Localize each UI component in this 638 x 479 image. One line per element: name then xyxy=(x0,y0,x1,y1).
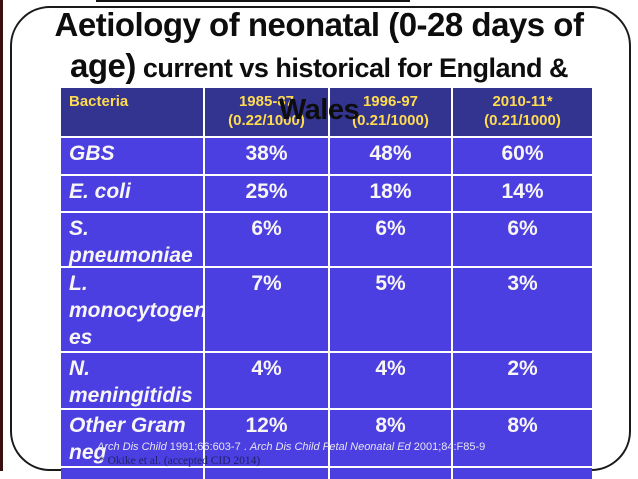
partial-cell-value xyxy=(205,468,328,479)
header-cell-1985-87: 1985-87 (0.22/1000) xyxy=(205,88,328,136)
citation-line2: * Okike et al. (accepted CID 2014) xyxy=(99,455,261,467)
title-line-2-large: age) xyxy=(70,47,136,84)
header-cell-2010-11: 2010-11* (0.21/1000) xyxy=(453,88,592,136)
row-label: L. monocytogen es xyxy=(61,268,203,351)
row-label: E. coli xyxy=(61,176,203,211)
cell-value: 7% xyxy=(205,268,328,351)
cell-value: 8% xyxy=(453,410,592,466)
title-line-1: Aetiology of neonatal (0-28 days of xyxy=(54,6,584,43)
title-line-3: Wales xyxy=(278,94,360,126)
cell-value: 38% xyxy=(205,138,328,174)
row-label: S. pneumoniae xyxy=(61,213,203,266)
cell-value: 60% xyxy=(453,138,592,174)
row-label: N. meningitidis xyxy=(61,353,203,408)
cell-value: 6% xyxy=(453,213,592,266)
citation-line1: Arch Dis Child 1991;66:603-7 . Arch Dis … xyxy=(97,441,486,453)
aetiology-table: Bacteria 1985-87 (0.22/1000) 1996-97 (0.… xyxy=(61,88,592,479)
top-edge-strip xyxy=(96,0,410,2)
cell-value: 6% xyxy=(205,213,328,266)
cell-value: 4% xyxy=(330,353,451,408)
row-label: GBS xyxy=(61,138,203,174)
partial-cell-value xyxy=(453,468,592,479)
cell-value: 14% xyxy=(453,176,592,211)
cell-value: 8% xyxy=(330,410,451,466)
title-line-2-small: current vs historical for England & xyxy=(135,53,569,83)
cell-value: 25% xyxy=(205,176,328,211)
title-line-2: age) current vs historical for England & xyxy=(14,46,624,93)
cell-value: 6% xyxy=(330,213,451,266)
header-cell-1996-97: 1996-97 (0.21/1000) xyxy=(330,88,451,136)
cell-value: 3% xyxy=(453,268,592,351)
cell-value: 48% xyxy=(330,138,451,174)
row-label: Other Gram neg xyxy=(61,410,203,466)
partial-row-label xyxy=(61,468,203,479)
left-edge-strip xyxy=(0,0,3,471)
cell-value: 2% xyxy=(453,353,592,408)
cell-value: 4% xyxy=(205,353,328,408)
partial-cell-value xyxy=(330,468,451,479)
slide-title: Aetiology of neonatal (0-28 days of age)… xyxy=(14,4,624,127)
header-cell-bacteria: Bacteria xyxy=(61,88,203,136)
cell-value: 18% xyxy=(330,176,451,211)
cell-value: 12% xyxy=(205,410,328,466)
cell-value: 5% xyxy=(330,268,451,351)
